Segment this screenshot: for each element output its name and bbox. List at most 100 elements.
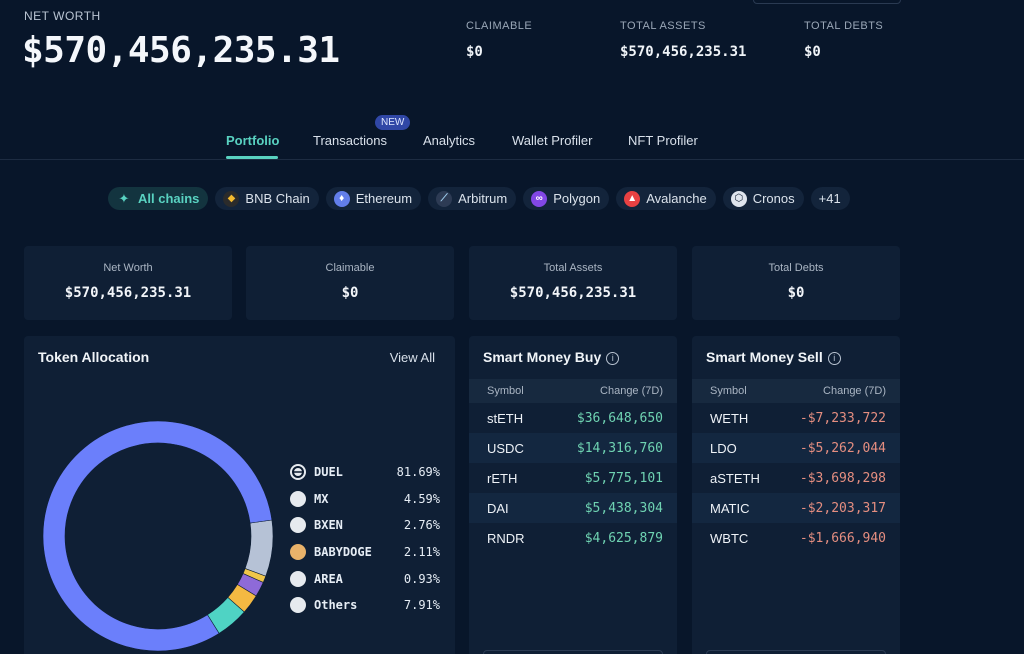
row-change: -$5,262,044	[799, 441, 886, 456]
total-assets-card: Total Assets $570,456,235.31	[469, 246, 677, 320]
legend-pct: 2.11%	[403, 545, 440, 560]
legend-item-babydoge: BABYDOGE 2.11%	[290, 539, 440, 566]
chain-chip-more[interactable]: +41	[810, 187, 850, 210]
smart-money-buy-panel: Smart Money Buy i Symbol Change (7D) stET…	[469, 336, 677, 654]
row-change: $5,438,304	[584, 501, 663, 516]
babydoge-token-icon	[290, 544, 306, 561]
row-change: -$7,233,722	[799, 411, 886, 426]
tab-wallet-profiler[interactable]: Wallet Profiler	[512, 133, 593, 148]
claimable-value: $0	[466, 44, 483, 60]
row-symbol: RNDR	[487, 531, 525, 546]
table-row[interactable]: RNDR $4,625,879	[469, 523, 677, 553]
chain-label: Avalanche	[646, 191, 707, 206]
chain-filter: ✦ All chains ◆ BNB Chain ♦ Ethereum ⟋ Ar…	[108, 187, 850, 210]
total-assets-value: $570,456,235.31	[620, 44, 747, 60]
legend-name: MX	[314, 491, 329, 506]
legend-pct: 7.91%	[403, 598, 440, 613]
row-symbol: WETH	[710, 411, 749, 426]
show-more-button[interactable]	[483, 650, 663, 654]
legend-item-area: AREA 0.93%	[290, 565, 440, 592]
row-symbol: DAI	[487, 501, 509, 516]
legend-item-others: Others 7.91%	[290, 592, 440, 619]
token-allocation-title: Token Allocation	[38, 349, 150, 365]
tab-nft-profiler[interactable]: NFT Profiler	[628, 133, 698, 148]
chain-chip-polygon[interactable]: ∞ Polygon	[523, 187, 610, 210]
table-row[interactable]: aSTETH -$3,698,298	[692, 463, 900, 493]
search-box[interactable]	[753, 0, 901, 4]
view-all-link[interactable]: View All	[389, 350, 435, 365]
claimable-stat: CLAIMABLE $0	[466, 20, 532, 60]
net-worth-value: $570,456,235.31	[22, 30, 340, 71]
chain-chip-cronos[interactable]: ⬡ Cronos	[722, 187, 804, 210]
card-label: Claimable	[325, 262, 375, 274]
row-symbol: rETH	[487, 471, 518, 486]
table-header: Symbol Change (7D)	[692, 379, 900, 403]
active-tab-indicator	[226, 156, 278, 159]
polygon-icon: ∞	[531, 190, 548, 207]
info-icon[interactable]: i	[606, 352, 620, 365]
smart-money-sell-panel: Smart Money Sell i Symbol Change (7D) WET…	[692, 336, 900, 654]
chain-chip-ethereum[interactable]: ♦ Ethereum	[325, 187, 422, 210]
table-row[interactable]: LDO -$5,262,044	[692, 433, 900, 463]
col-symbol: Symbol	[487, 385, 524, 397]
row-change: $4,625,879	[584, 531, 663, 546]
new-badge: NEW	[375, 115, 411, 130]
row-change: -$2,203,317	[799, 501, 886, 516]
row-symbol: stETH	[487, 411, 524, 426]
tab-portfolio[interactable]: Portfolio	[226, 133, 280, 148]
smart-money-buy-title: Smart Money Buy i	[483, 349, 620, 365]
table-row[interactable]: WBTC -$1,666,940	[692, 523, 900, 553]
table-row[interactable]: USDC $14,316,760	[469, 433, 677, 463]
claimable-label: CLAIMABLE	[466, 20, 533, 32]
show-more-button[interactable]	[706, 650, 886, 654]
bnb-icon: ◆	[223, 190, 240, 207]
area-token-icon	[290, 570, 306, 587]
duel-token-icon	[290, 464, 306, 481]
legend-item-duel: DUEL 81.69%	[290, 459, 440, 486]
table-row[interactable]: rETH $5,775,101	[469, 463, 677, 493]
donut-slice-duel[interactable]	[42, 420, 273, 652]
chain-label: Cronos	[752, 191, 795, 206]
total-debts-stat: TOTAL DEBTS $0	[804, 20, 883, 60]
legend-pct: 0.93%	[403, 571, 440, 586]
smart-money-sell-title: Smart Money Sell i	[706, 349, 841, 365]
tab-transactions[interactable]: Transactions	[313, 133, 387, 148]
card-label: Total Assets	[543, 262, 603, 274]
chain-chip-all[interactable]: ✦ All chains	[108, 187, 209, 210]
chain-chip-arbitrum[interactable]: ⟋ Arbitrum	[428, 187, 517, 210]
cronos-icon: ⬡	[730, 190, 747, 207]
chain-chip-bnb[interactable]: ◆ BNB Chain	[215, 187, 319, 210]
card-label: Net Worth	[103, 262, 153, 274]
chain-chip-avalanche[interactable]: ▲ Avalanche	[616, 187, 716, 210]
table-row[interactable]: WETH -$7,233,722	[692, 403, 900, 433]
total-debts-card: Total Debts $0	[692, 246, 900, 320]
legend-name: BXEN	[314, 518, 343, 533]
legend-pct: 81.69%	[396, 465, 440, 480]
donut-slice-others[interactable]	[244, 519, 274, 577]
row-symbol: USDC	[487, 441, 524, 456]
col-change: Change (7D)	[600, 385, 663, 397]
legend-item-bxen: BXEN 2.76%	[290, 512, 440, 539]
legend-name: DUEL	[314, 465, 343, 480]
table-row[interactable]: DAI $5,438,304	[469, 493, 677, 523]
card-label: Total Debts	[768, 262, 824, 274]
bxen-token-icon	[290, 517, 306, 534]
claimable-card: Claimable $0	[246, 246, 454, 320]
chain-label: BNB Chain	[245, 191, 310, 206]
legend-name: AREA	[314, 571, 343, 586]
total-assets-stat: TOTAL ASSETS $570,456,235.31	[620, 20, 746, 60]
table-row[interactable]: stETH $36,648,650	[469, 403, 677, 433]
row-change: $14,316,760	[576, 441, 663, 456]
info-icon[interactable]: i	[827, 352, 841, 365]
tab-analytics[interactable]: Analytics	[423, 133, 476, 148]
chain-label: Ethereum	[355, 191, 413, 206]
row-symbol: WBTC	[710, 531, 749, 546]
others-token-icon	[290, 597, 306, 614]
col-change: Change (7D)	[823, 385, 886, 397]
table-row[interactable]: MATIC -$2,203,317	[692, 493, 900, 523]
table-header: Symbol Change (7D)	[469, 379, 677, 403]
chain-label: All chains	[138, 191, 200, 206]
row-change: -$1,666,940	[799, 531, 886, 546]
net-worth-card: Net Worth $570,456,235.31	[24, 246, 232, 320]
